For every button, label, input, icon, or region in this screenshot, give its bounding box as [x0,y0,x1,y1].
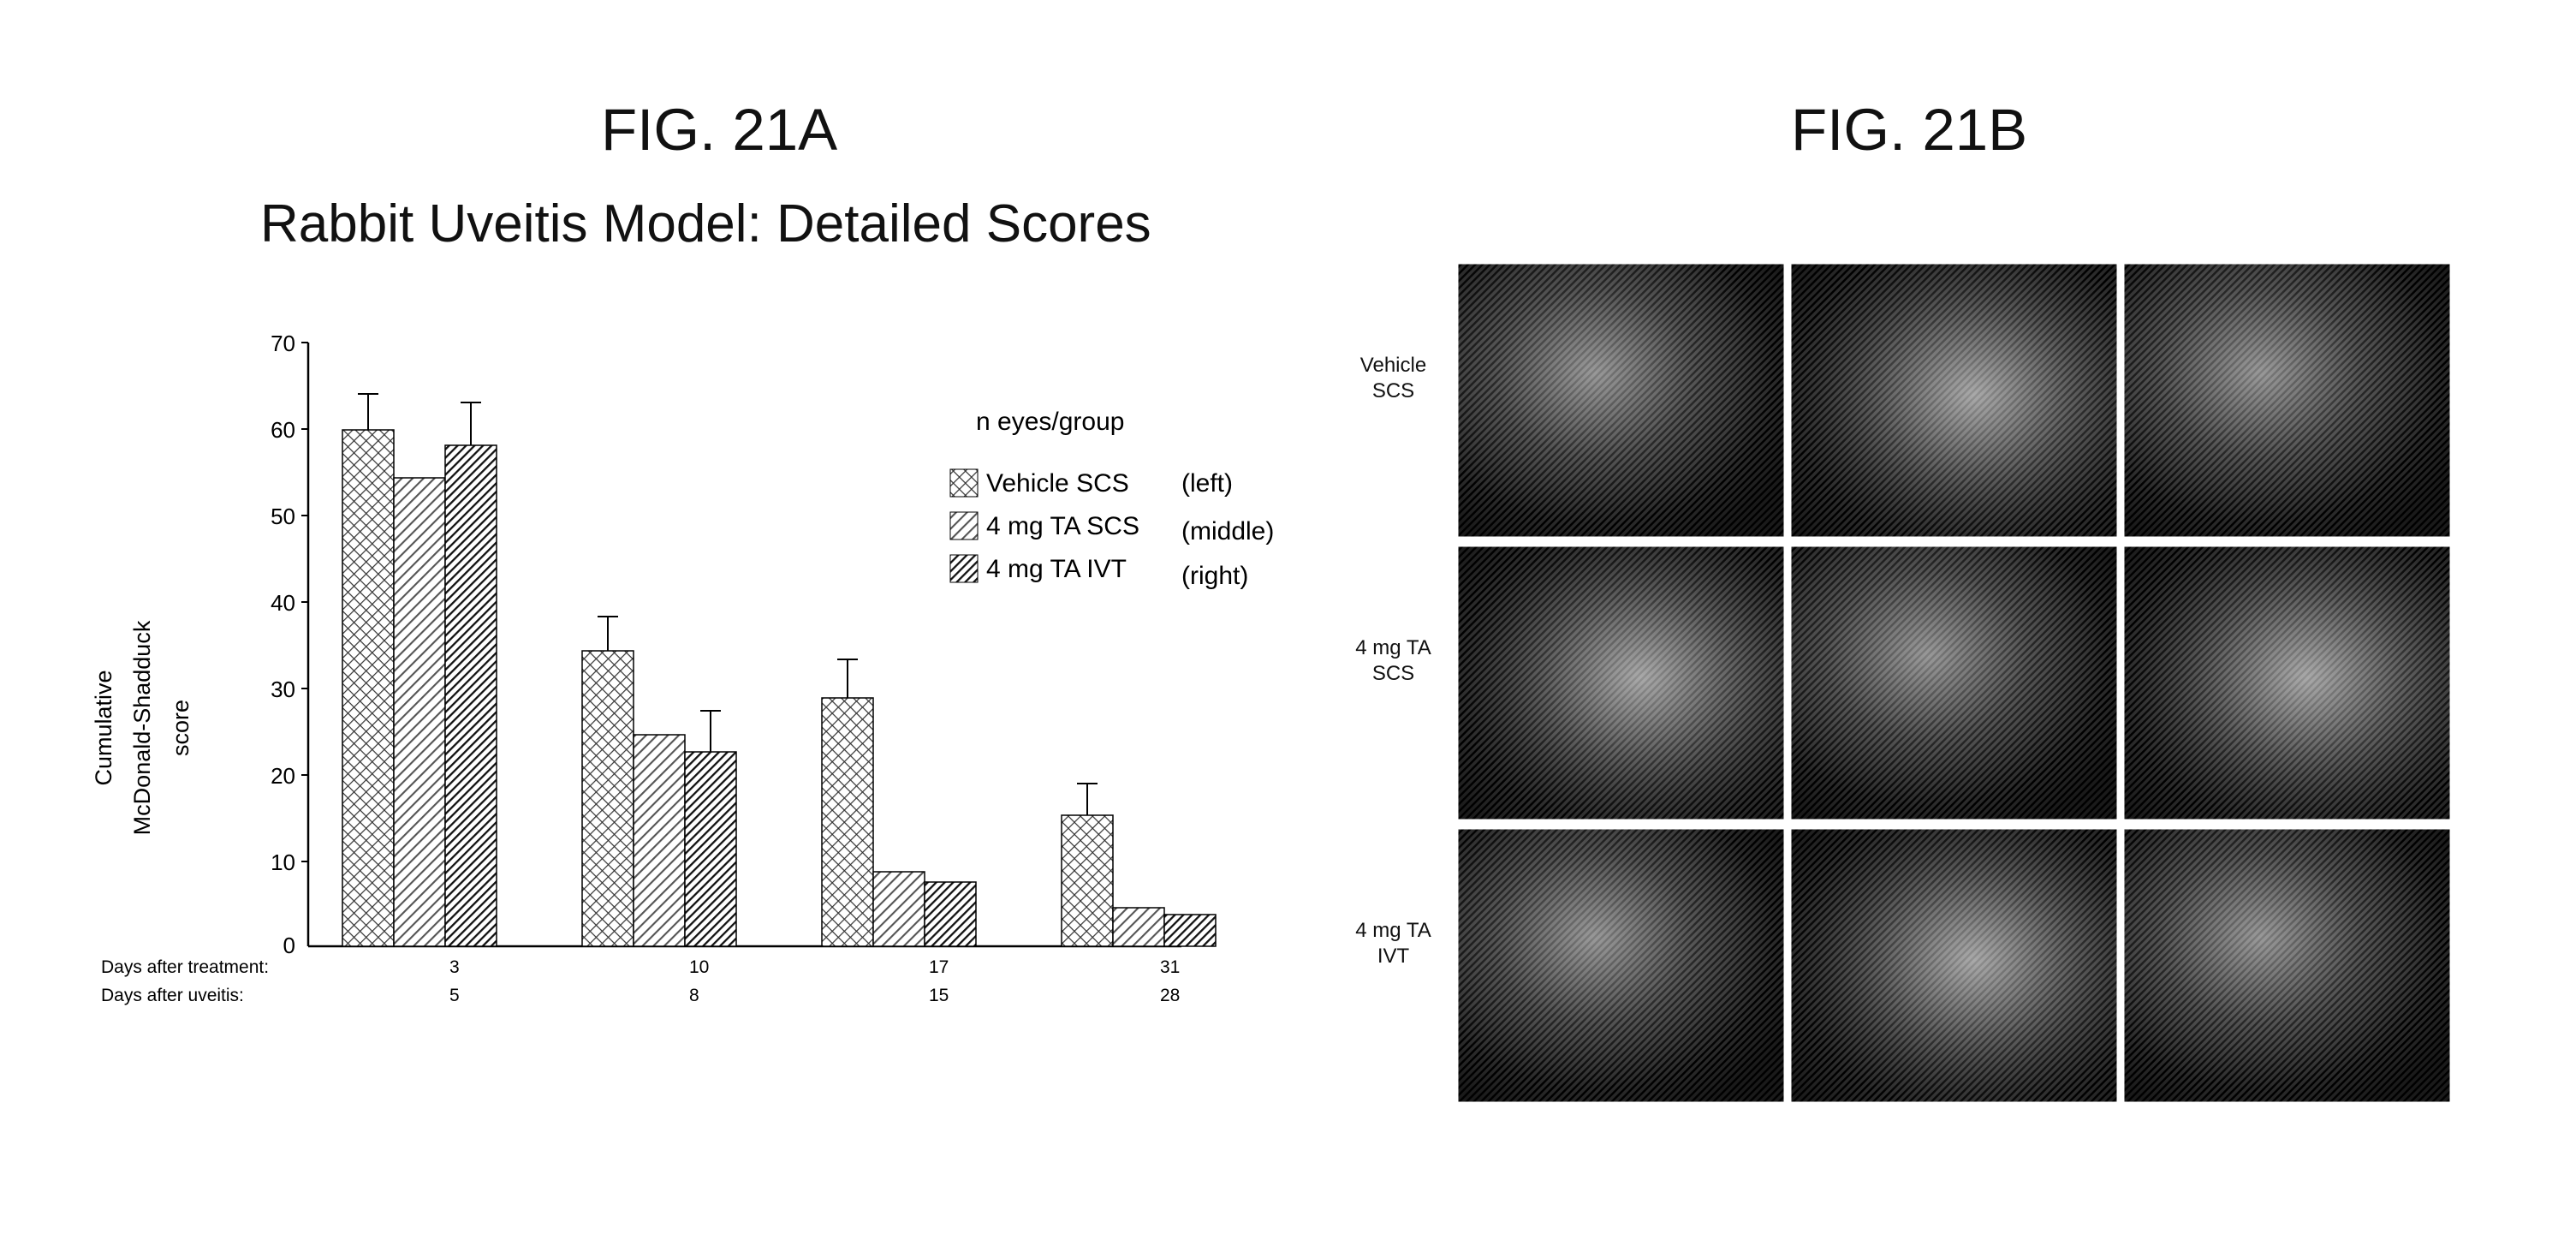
svg-text:4 mg TA SCS: 4 mg TA SCS [986,512,1139,540]
svg-text:28: 28 [1160,986,1180,1005]
svg-text:5: 5 [449,986,460,1005]
svg-text:10: 10 [271,849,295,875]
svg-text:Vehicle SCS: Vehicle SCS [986,469,1129,498]
svg-text:McDonald-Shadduck: McDonald-Shadduck [129,620,155,835]
svg-text:20: 20 [271,763,295,789]
svg-text:17: 17 [929,957,949,977]
svg-text:(left): (left) [1181,469,1233,498]
svg-text:30: 30 [271,677,295,702]
svg-text:60: 60 [271,417,295,443]
svg-text:(middle): (middle) [1181,517,1274,545]
svg-text:3: 3 [449,957,460,977]
svg-text:10: 10 [689,957,709,977]
svg-text:score: score [168,700,193,756]
svg-text:40: 40 [271,590,295,616]
svg-text:n eyes/group: n eyes/group [976,408,1124,436]
svg-text:50: 50 [271,504,295,529]
svg-text:70: 70 [271,331,295,356]
svg-text:0: 0 [283,933,295,958]
svg-text:8: 8 [689,986,699,1005]
svg-text:4 mg TA IVT: 4 mg TA IVT [986,555,1127,583]
svg-text:Days after treatment:: Days after treatment: [101,957,269,977]
svg-text:Days after uveitis:: Days after uveitis: [101,986,244,1005]
svg-text:31: 31 [1160,957,1180,977]
svg-text:Cumulative: Cumulative [91,670,116,785]
svg-text:(right): (right) [1181,562,1248,590]
svg-text:15: 15 [929,986,949,1005]
